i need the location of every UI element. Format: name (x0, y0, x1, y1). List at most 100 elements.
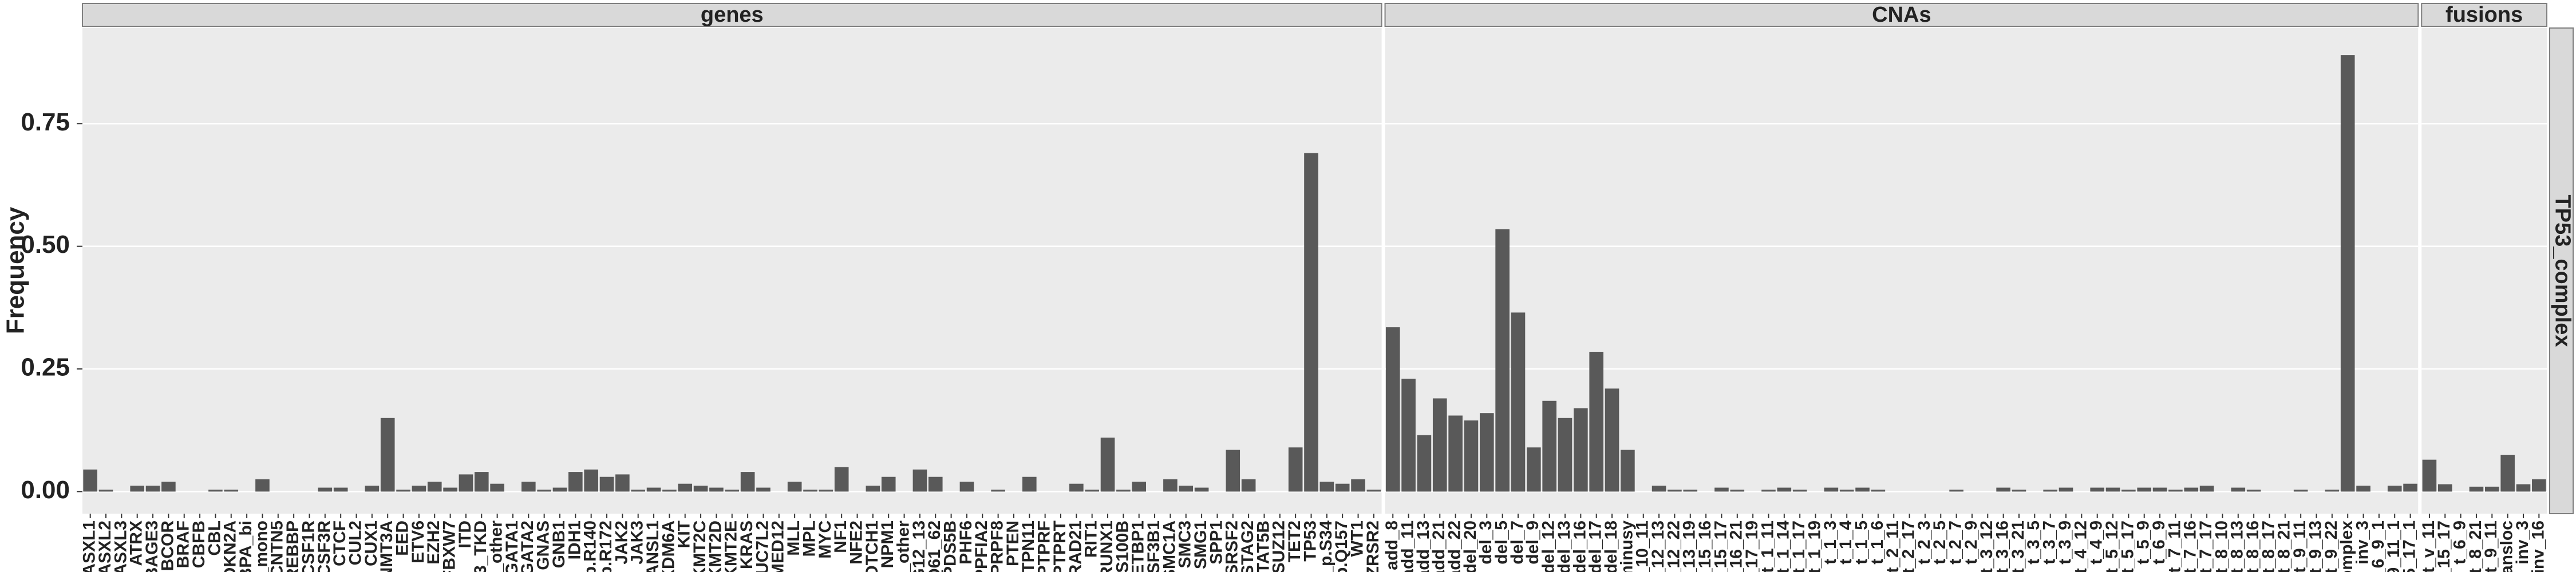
x-tick-label: SMC3 (1176, 521, 1195, 568)
bar (490, 483, 504, 492)
x-tick-label: t_4_9 (2087, 521, 2106, 565)
bar (1351, 479, 1365, 492)
x-tick-label: ZRSR2 (1364, 521, 1382, 572)
x-tick-label: ASXL1 (80, 521, 99, 572)
bar (161, 482, 176, 492)
bar (2484, 486, 2499, 492)
x-tick-label: ETV6 (409, 521, 428, 563)
x-tick-label: t_17_19 (1743, 521, 1761, 572)
bar (1085, 489, 1099, 492)
bar (2437, 484, 2452, 492)
x-tick-label: NRAS_p.Q61_62 (925, 521, 944, 572)
bar (1069, 483, 1084, 492)
bar (2199, 486, 2214, 492)
bar (1132, 482, 1147, 492)
x-tick-label: t_1_5 (1852, 521, 1871, 565)
x-tick-label: FBXW7 (440, 521, 459, 572)
x-tick-label: del_20 (1461, 521, 1480, 572)
y-tick-label: 0.25 (21, 353, 70, 382)
x-tick-label: t_2_7 (1946, 521, 1965, 565)
x-tick-label: WT1 (1348, 521, 1366, 557)
x-tick-label: U2AF1_p.Q157 (1332, 521, 1351, 572)
x-tick-label: t_9_11_1 (2384, 521, 2403, 572)
bar (412, 486, 426, 492)
x-tick-label: JAK2 (612, 521, 631, 565)
bar (678, 483, 693, 492)
bar (819, 489, 833, 492)
x-tick-label: t_9_13 (2306, 521, 2325, 572)
bar (1589, 352, 1603, 492)
panel-background (82, 28, 1382, 514)
facet-strip (2421, 3, 2548, 27)
x-tick-label: SRSF2 (1223, 521, 1242, 572)
x-tick-label: t_7_16 (2181, 521, 2200, 572)
bar (427, 482, 442, 492)
x-tick-label: PTPRF (1035, 521, 1054, 572)
x-tick-label: IDH2_p.R140 (581, 521, 600, 572)
bar (1621, 450, 1635, 492)
bar (1511, 312, 1526, 492)
bar (1730, 489, 1745, 492)
x-tick-label: BRAF (174, 521, 193, 568)
bar (83, 469, 97, 492)
x-tick-label: KRAS (737, 521, 756, 569)
x-tick-label: IDH1 (565, 521, 584, 559)
bar (2532, 479, 2546, 492)
bar (2043, 489, 2057, 492)
bar (584, 469, 598, 492)
x-tick-label: t_6_9 (2451, 521, 2470, 565)
x-tick-label: KANSL1 (643, 521, 662, 572)
bar (1226, 450, 1240, 492)
bar (1194, 487, 1209, 492)
x-tick-label: CNTN5 (268, 521, 287, 572)
bar (740, 472, 755, 492)
bar (2152, 487, 2167, 492)
x-tick-label: CDKN2A (221, 521, 240, 572)
bar (693, 486, 708, 492)
bar (599, 476, 614, 492)
x-tick-label: t_15_16 (1696, 521, 1714, 572)
x-tick-label: KDM6A (659, 521, 678, 572)
x-tick-label: JAK3 (628, 521, 647, 565)
bar (1714, 487, 1729, 492)
x-tick-label: add_13 (1414, 521, 1433, 572)
x-tick-label: ITD (456, 521, 475, 548)
x-tick-label: t_1_4 (1836, 521, 1855, 565)
x-tick-label: TET2 (1285, 521, 1304, 562)
x-tick-label: BCOR (158, 521, 177, 571)
bar (552, 487, 567, 492)
bar (2231, 487, 2246, 492)
x-tick-label: PTPN11 (1019, 521, 1038, 572)
x-tick-label: t_2_3 (1915, 521, 1934, 565)
bar (224, 489, 239, 492)
x-tick-label: KIT (675, 521, 694, 548)
bar (1319, 482, 1334, 492)
x-tick-label: t_3_21 (2009, 521, 2028, 572)
x-tick-label: MPL (800, 521, 819, 557)
x-tick-label: complex (2337, 521, 2356, 572)
x-tick-label: del_3 (1476, 521, 1495, 565)
bar (2184, 487, 2199, 492)
bar (1100, 438, 1115, 492)
x-tick-label: GNAS (534, 521, 553, 570)
x-tick-label: NRAS_other (894, 521, 912, 572)
x-tick-label: EZH2 (424, 521, 443, 565)
x-tick-label: add_8 (1382, 521, 1401, 570)
x-tick-label: CREBBP (283, 521, 302, 572)
x-tick-label: t_1_17 (1789, 521, 1808, 572)
x-tick-label: CEBPA_mono (252, 521, 271, 572)
x-tick-label: PDS5B (941, 521, 960, 572)
x-tick-label: FLT3_other (487, 521, 506, 572)
x-tick-label: t_9_22 (2322, 521, 2341, 572)
x-tick-label: CSF3R (315, 521, 334, 572)
x-tick-label: t_3_9 (2056, 521, 2075, 565)
bar (459, 474, 473, 492)
x-tick-label: t_1_11 (1758, 521, 1777, 572)
x-tick-label: NFE2 (847, 521, 866, 565)
x-tick-label: PRPF8 (988, 521, 1007, 572)
x-tick-label: MED12 (769, 521, 788, 572)
bar (1558, 418, 1573, 492)
x-tick-label: t_5_17 (2118, 521, 2137, 572)
x-tick-label: t_15_17_1 (2400, 521, 2419, 572)
x-tick-label: minusy (1617, 521, 1636, 572)
